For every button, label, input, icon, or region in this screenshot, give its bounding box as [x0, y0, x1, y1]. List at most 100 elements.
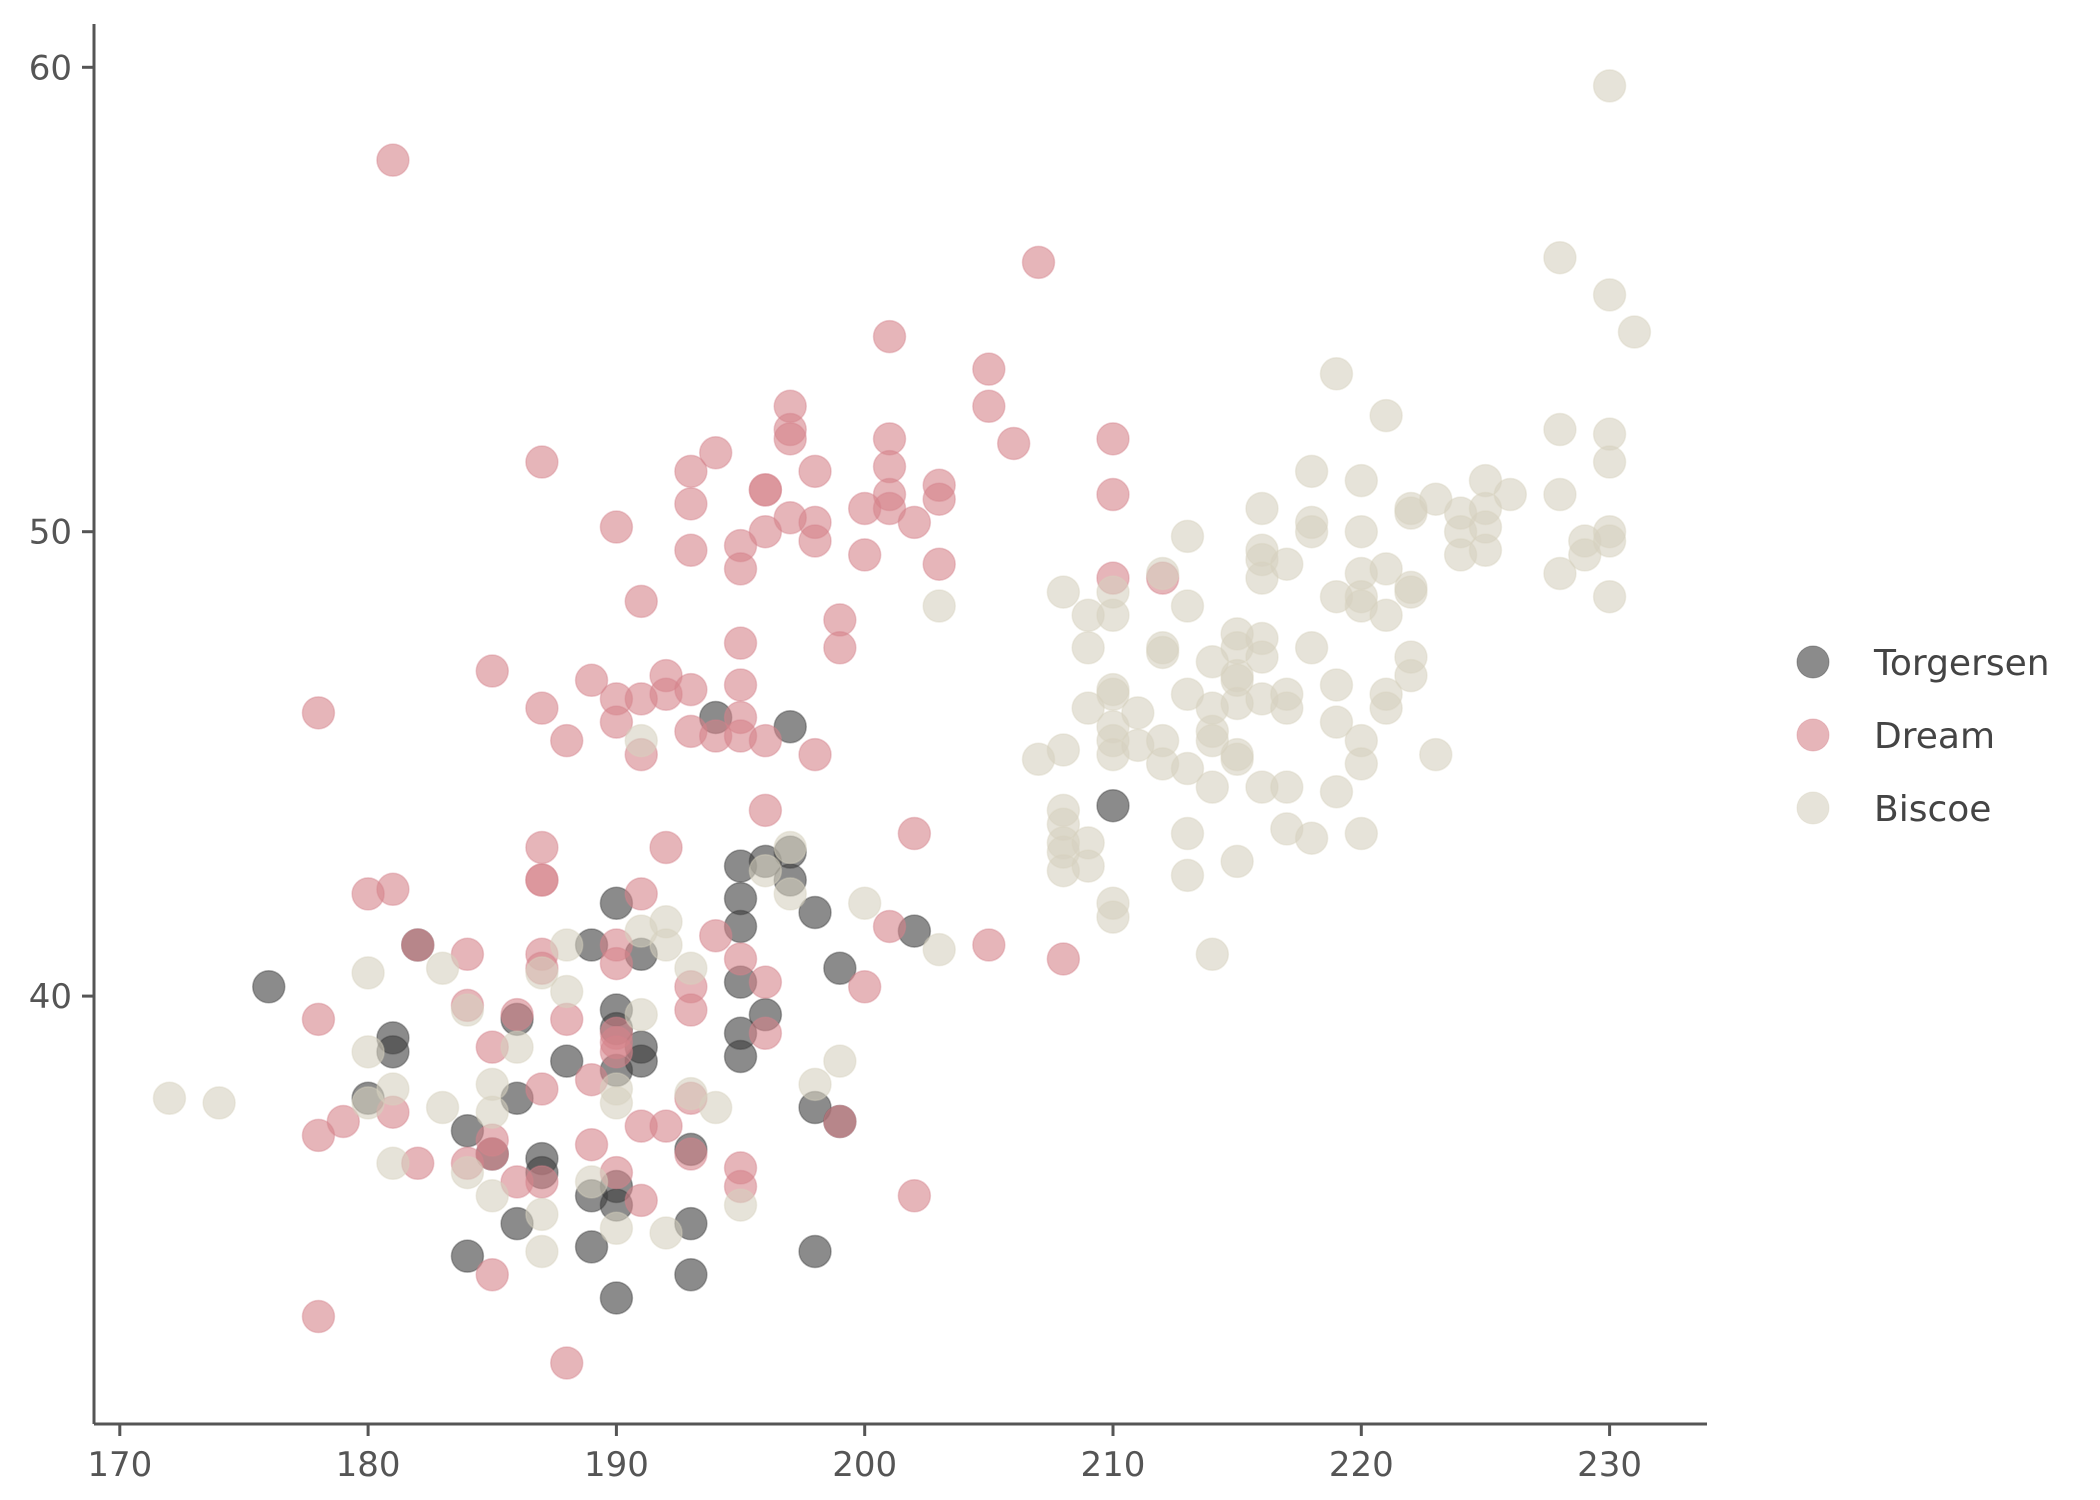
- point-biscoe: [1170, 677, 1205, 711]
- point-dream: [599, 1035, 634, 1069]
- point-dream: [574, 663, 609, 698]
- point-biscoe: [922, 932, 956, 967]
- point-biscoe: [1245, 640, 1279, 674]
- point-biscoe: [1592, 445, 1627, 479]
- point-dream: [549, 1346, 584, 1380]
- point-biscoe: [1419, 737, 1453, 772]
- x-tick-label: 200: [832, 1445, 897, 1485]
- y-tick-label: 50: [29, 513, 72, 553]
- point-biscoe: [202, 1086, 236, 1120]
- point-biscoe: [1270, 691, 1304, 725]
- x-tick-label: 170: [87, 1445, 152, 1485]
- point-dream: [723, 552, 758, 586]
- point-biscoe: [525, 1234, 559, 1269]
- point-dream: [674, 1137, 708, 1171]
- point-dream: [996, 426, 1031, 461]
- legend-item-dream: Dream: [1796, 716, 1995, 757]
- point-dream: [847, 538, 882, 572]
- point-biscoe: [1543, 412, 1577, 447]
- point-dream: [773, 422, 807, 456]
- point-biscoe: [1145, 556, 1180, 591]
- point-biscoe: [599, 1086, 634, 1120]
- point-biscoe: [1046, 575, 1081, 609]
- point-dream: [301, 1299, 336, 1334]
- point-dream: [401, 928, 435, 962]
- point-dream: [748, 793, 783, 828]
- point-dream: [301, 1002, 336, 1037]
- point-dream: [525, 863, 559, 897]
- point-dream: [897, 1179, 932, 1213]
- point-biscoe: [425, 1090, 460, 1125]
- point-biscoe: [1220, 844, 1254, 879]
- point-dream: [748, 723, 783, 758]
- point-biscoe: [1170, 751, 1205, 786]
- point-biscoe: [1592, 69, 1627, 103]
- point-biscoe: [351, 1086, 385, 1120]
- point-dream: [351, 877, 385, 911]
- point-biscoe: [1543, 477, 1577, 512]
- point-biscoe: [1071, 631, 1105, 665]
- point-biscoe: [1617, 315, 1652, 349]
- point-biscoe: [649, 928, 683, 962]
- point-biscoe: [1568, 538, 1602, 572]
- point-biscoe: [674, 1076, 708, 1111]
- point-dream: [872, 909, 907, 944]
- point-dream: [1096, 422, 1130, 456]
- point-dream: [972, 928, 1006, 962]
- point-biscoe: [1220, 742, 1254, 777]
- point-biscoe: [351, 956, 385, 990]
- point-biscoe: [847, 886, 882, 920]
- point-torgersen: [574, 1230, 609, 1264]
- points-layer: [152, 69, 1652, 1380]
- point-biscoe: [1294, 514, 1329, 549]
- point-biscoe: [376, 1072, 410, 1106]
- point-biscoe: [624, 997, 658, 1032]
- point-dream: [972, 352, 1006, 386]
- point-dream: [525, 691, 559, 725]
- point-dream: [798, 454, 832, 489]
- point-biscoe: [1096, 598, 1130, 633]
- point-dream: [1046, 942, 1081, 976]
- legend-swatch: [1796, 791, 1830, 825]
- point-biscoe: [450, 1155, 485, 1190]
- legend-item-torgersen: Torgersen: [1796, 643, 2050, 684]
- point-biscoe: [1394, 496, 1428, 530]
- point-biscoe: [1394, 575, 1428, 609]
- point-dream: [500, 997, 534, 1032]
- point-biscoe: [475, 1179, 509, 1213]
- legend-label: Biscoe: [1874, 789, 1991, 830]
- point-dream: [525, 830, 559, 865]
- point-biscoe: [1468, 533, 1503, 568]
- point-biscoe: [798, 1067, 832, 1102]
- x-tick-label: 190: [584, 1445, 649, 1485]
- point-biscoe: [1369, 598, 1403, 633]
- point-dream: [847, 491, 882, 526]
- point-dream: [475, 1257, 509, 1292]
- point-biscoe: [1071, 691, 1105, 725]
- point-biscoe: [1319, 775, 1354, 809]
- point-dream: [525, 445, 559, 479]
- point-dream: [301, 696, 336, 730]
- point-biscoe: [1195, 937, 1230, 972]
- point-biscoe: [1195, 723, 1230, 758]
- point-dream: [698, 436, 733, 470]
- point-biscoe: [723, 1188, 758, 1222]
- point-dream: [574, 1127, 609, 1162]
- point-biscoe: [1369, 398, 1403, 433]
- point-biscoe: [1344, 816, 1379, 851]
- point-dream: [748, 514, 783, 549]
- point-biscoe: [152, 1081, 187, 1116]
- point-biscoe: [773, 877, 807, 911]
- point-dream: [674, 487, 708, 521]
- legend-label: Dream: [1874, 716, 1995, 757]
- point-biscoe: [1245, 561, 1279, 595]
- point-biscoe: [1170, 816, 1205, 851]
- point-dream: [897, 816, 932, 851]
- legend-label: Torgersen: [1873, 643, 2050, 684]
- point-biscoe: [1096, 900, 1130, 934]
- point-torgersen: [450, 1239, 485, 1273]
- x-tick-label: 220: [1329, 1445, 1394, 1485]
- point-biscoe: [674, 951, 708, 985]
- point-dream: [748, 1016, 783, 1051]
- point-biscoe: [773, 830, 807, 865]
